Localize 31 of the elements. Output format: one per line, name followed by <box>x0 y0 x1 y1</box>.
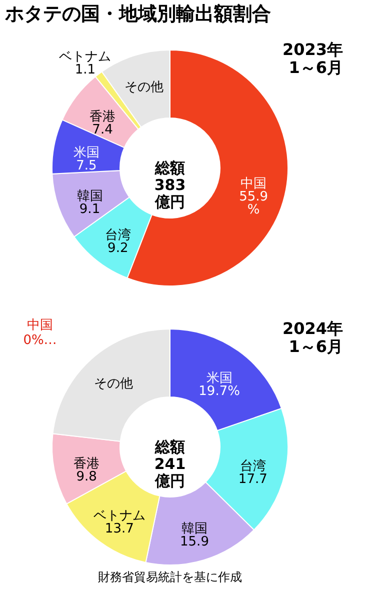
text: 総額 383 億円 <box>154 159 186 211</box>
data-label: 19.7% <box>198 384 240 399</box>
slice-label: 香港 <box>90 109 116 124</box>
slice-label: 中国 <box>240 176 267 192</box>
data-label: 7.4 <box>92 122 113 138</box>
slice-label: 韓国 <box>76 189 103 204</box>
chart-subtitle: 2024年 1～6月 <box>282 319 343 356</box>
data-label: 9.1 <box>79 202 100 218</box>
data-label: 7.5 <box>76 158 97 174</box>
slice-label: ベトナム <box>93 508 146 524</box>
text: 中国 0%… <box>23 318 57 348</box>
data-label: 15.9 <box>180 534 209 550</box>
slice-label: 米国 <box>206 370 232 386</box>
slice-label: 台湾 <box>104 227 131 244</box>
slice-label: 台湾 <box>240 458 266 474</box>
data-label: 13.7 <box>104 521 134 536</box>
chart-subtitle: 2023年 1～6月 <box>282 40 343 77</box>
chart-title: ホタテの国・地域別輸出額割合 <box>4 3 271 25</box>
text: 総額 241 億円 <box>154 438 186 490</box>
data-label: 9.8 <box>76 469 97 484</box>
data-label: 17.7 <box>238 472 268 487</box>
data-label: 1.1 <box>74 62 96 78</box>
data-label: 55.9 % <box>239 190 268 218</box>
slice-label: ベトナム <box>59 50 112 65</box>
data-label: 9.2 <box>108 241 128 256</box>
slice-label: 香港 <box>74 456 100 472</box>
slice-label: その他 <box>124 80 164 95</box>
slice-label: 韓国 <box>181 521 208 536</box>
slice-label: 米国 <box>73 145 100 160</box>
slice-label: その他 <box>94 376 133 392</box>
text: 財務省貿易統計を基に作成 <box>98 570 242 584</box>
